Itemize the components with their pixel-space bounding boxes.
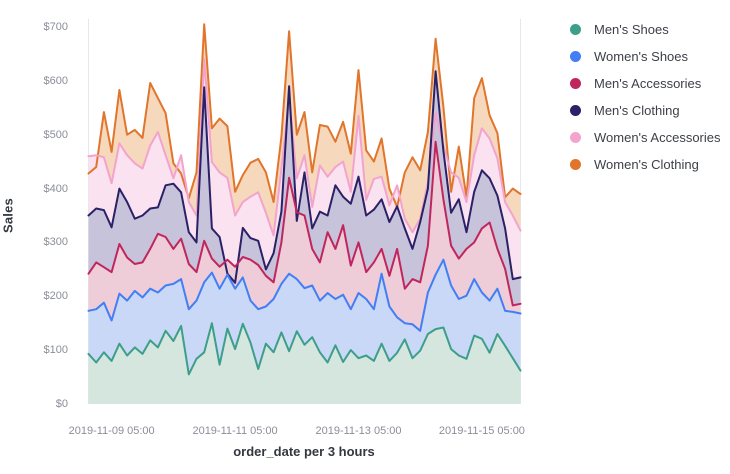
line-women-s-shoes: [87, 258, 522, 332]
legend-dot-icon: [570, 78, 581, 89]
line-men-s-clothing: [87, 70, 522, 284]
y-tick-label: $700: [43, 21, 68, 33]
legend-item-men-s-shoes[interactable]: Men's Shoes: [570, 16, 721, 43]
legend-item-label: Men's Shoes: [594, 22, 669, 37]
line-men-s-shoes: [87, 322, 522, 376]
x-tick-label: 2019-11-15 05:00: [438, 425, 525, 437]
chart-legend: Men's Shoes Women's Shoes Men's Accessorie…: [570, 16, 721, 178]
legend-dot-icon: [570, 51, 581, 62]
y-tick-label: $600: [43, 74, 68, 87]
y-tick-label: $200: [43, 290, 68, 303]
x-tick-label: 2019-11-13 05:00: [315, 425, 402, 437]
legend-dot-icon: [570, 105, 581, 116]
y-tick-label: $0: [55, 398, 68, 410]
x-tick-label: 2019-11-09 05:00: [68, 425, 155, 437]
y-tick-label: $100: [43, 344, 68, 357]
legend-dot-icon: [570, 159, 581, 170]
legend-item-label: Women's Clothing: [594, 157, 699, 172]
legend-item-women-s-clothing[interactable]: Women's Clothing: [570, 151, 721, 178]
legend-dot-icon: [570, 132, 581, 143]
legend-dot-icon: [570, 24, 581, 35]
legend-item-men-s-clothing[interactable]: Men's Clothing: [570, 97, 721, 124]
legend-item-women-s-accessories[interactable]: Women's Accessories: [570, 124, 721, 151]
legend-item-label: Women's Accessories: [594, 130, 721, 145]
line-men-s-accessories: [87, 140, 522, 307]
legend-item-women-s-shoes[interactable]: Women's Shoes: [570, 43, 721, 70]
line-women-s-accessories: [87, 58, 522, 237]
legend-item-label: Men's Clothing: [594, 103, 680, 118]
y-tick-label: $300: [43, 236, 68, 249]
area-men-s-shoes: [88, 323, 521, 404]
legend-item-label: Women's Shoes: [594, 49, 689, 64]
x-tick-label: 2019-11-11 05:00: [192, 425, 278, 437]
y-axis-title: Sales: [0, 198, 16, 233]
legend-item-label: Men's Accessories: [594, 76, 702, 91]
y-tick-label: $500: [43, 128, 68, 141]
x-axis-title: order_date per 3 hours: [233, 444, 375, 459]
y-tick-label: $400: [43, 182, 68, 195]
legend-item-men-s-accessories[interactable]: Men's Accessories: [570, 70, 721, 97]
